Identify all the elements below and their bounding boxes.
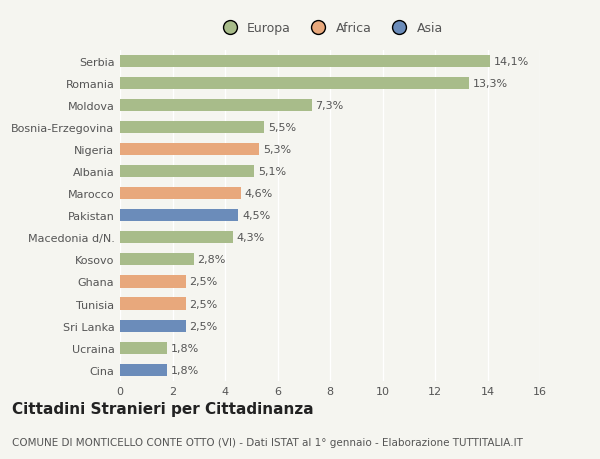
Bar — [120, 56, 490, 67]
Text: 2,5%: 2,5% — [190, 299, 218, 309]
Text: 5,1%: 5,1% — [258, 167, 286, 177]
Text: 14,1%: 14,1% — [494, 56, 529, 67]
Bar — [120, 232, 233, 244]
Bar — [120, 166, 254, 178]
Text: 13,3%: 13,3% — [473, 78, 508, 89]
Text: 5,5%: 5,5% — [268, 123, 296, 133]
Text: 5,3%: 5,3% — [263, 145, 291, 155]
Bar — [120, 144, 259, 156]
Bar — [120, 122, 265, 134]
Text: 7,3%: 7,3% — [316, 101, 344, 111]
Text: 2,5%: 2,5% — [190, 321, 218, 331]
Legend: Europa, Africa, Asia: Europa, Africa, Asia — [215, 20, 445, 38]
Bar — [120, 342, 167, 354]
Text: 1,8%: 1,8% — [171, 343, 199, 353]
Bar — [120, 78, 469, 90]
Text: 4,5%: 4,5% — [242, 211, 271, 221]
Bar — [120, 364, 167, 376]
Text: 1,8%: 1,8% — [171, 365, 199, 375]
Bar — [120, 210, 238, 222]
Text: 2,5%: 2,5% — [190, 277, 218, 287]
Text: Cittadini Stranieri per Cittadinanza: Cittadini Stranieri per Cittadinanza — [12, 401, 314, 416]
Bar — [120, 188, 241, 200]
Text: COMUNE DI MONTICELLO CONTE OTTO (VI) - Dati ISTAT al 1° gennaio - Elaborazione T: COMUNE DI MONTICELLO CONTE OTTO (VI) - D… — [12, 437, 523, 447]
Bar — [120, 320, 185, 332]
Bar — [120, 254, 193, 266]
Text: 2,8%: 2,8% — [197, 255, 226, 265]
Bar — [120, 100, 311, 112]
Bar — [120, 276, 185, 288]
Bar — [120, 298, 185, 310]
Text: 4,3%: 4,3% — [237, 233, 265, 243]
Text: 4,6%: 4,6% — [245, 189, 273, 199]
